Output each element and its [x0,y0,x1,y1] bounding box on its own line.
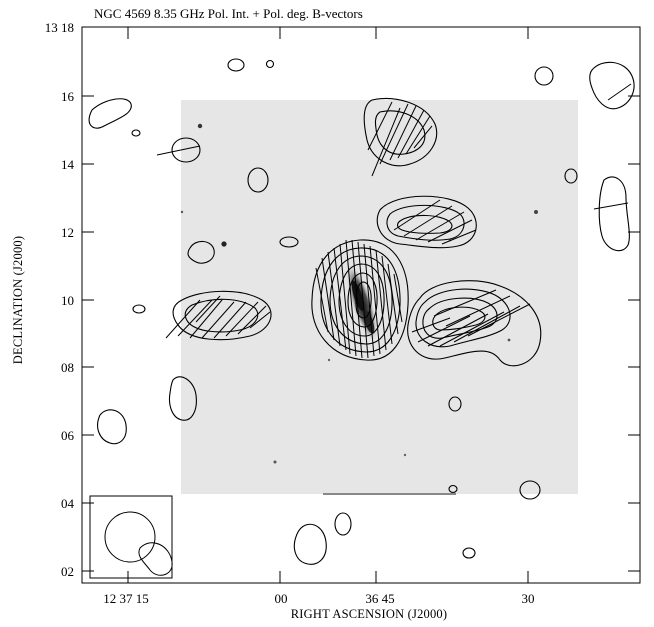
x-axis-label: RIGHT ASCENSION (J2000) [291,607,447,621]
x-tick-label: 00 [275,591,288,606]
figure-title: NGC 4569 8.35 GHz Pol. Int. + Pol. deg. … [94,6,363,21]
y-tick-label: 08 [61,360,74,375]
y-tick-label: 12 [61,225,74,240]
contour-lines [88,58,635,565]
y-tick-label: 02 [61,564,74,579]
y-tick-label: 16 [61,89,75,104]
x-tick-label: 30 [522,591,535,606]
plot-frame [81,26,641,584]
y-tick-label: 13 18 [45,20,74,35]
y-axis-label: DECLINATION (J2000) [11,236,25,364]
y-tick-label: 04 [61,496,75,511]
beam-inset [89,495,173,579]
optical-greyscale-image [180,100,578,495]
y-tick-label: 06 [61,428,75,443]
b-vectors [156,83,632,359]
x-tick-label: 36 45 [365,591,394,606]
y-tick-labels: 13 18 16 14 12 10 08 06 04 02 [45,20,75,579]
y-tick-label: 10 [61,293,74,308]
axis-ticks [82,26,640,583]
x-tick-label: 12 37 15 [103,591,149,606]
y-tick-label: 14 [61,157,75,172]
x-tick-labels: 12 37 15 00 36 45 30 [103,591,534,606]
